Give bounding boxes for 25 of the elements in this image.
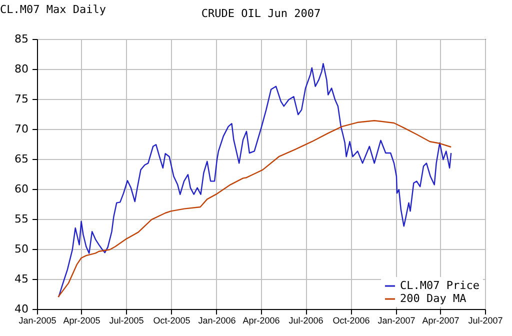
x-tick-label: Jul-2006 xyxy=(288,316,324,326)
legend-label: 200 Day MA xyxy=(400,292,467,305)
x-tick-label: Oct-2005 xyxy=(153,316,190,326)
chart-subtitle: CL.M07 Max Daily xyxy=(0,3,106,16)
y-tick-label: 40 xyxy=(14,302,28,316)
legend-label: CL.M07 Price xyxy=(400,279,480,292)
x-tick-label: Apr-2005 xyxy=(63,316,100,326)
x-tick-label: Jul-2005 xyxy=(109,316,144,326)
y-tick-label: 45 xyxy=(14,272,28,286)
y-tick-label: 55 xyxy=(14,212,28,226)
x-tick-label: Jan-2007 xyxy=(378,316,416,326)
x-tick-label: Jan-2005 xyxy=(18,316,56,326)
x-tick-label: Apr-2006 xyxy=(242,316,280,326)
y-tick-label: 65 xyxy=(14,152,28,166)
y-tick-label: 75 xyxy=(14,92,28,106)
y-tick-label: 85 xyxy=(14,32,28,46)
y-tick-label: 70 xyxy=(14,122,28,136)
x-tick-label: Apr-2007 xyxy=(422,316,460,326)
x-tick-label: Jul-2007 xyxy=(468,316,503,326)
chart-title: CRUDE OIL Jun 2007 xyxy=(201,7,321,20)
x-tick-label: Oct-2006 xyxy=(332,316,370,326)
y-tick-label: 80 xyxy=(14,62,28,76)
y-tick-label: 60 xyxy=(14,182,28,196)
y-tick-label: 50 xyxy=(14,242,28,256)
x-tick-label: Jan-2006 xyxy=(198,316,236,326)
